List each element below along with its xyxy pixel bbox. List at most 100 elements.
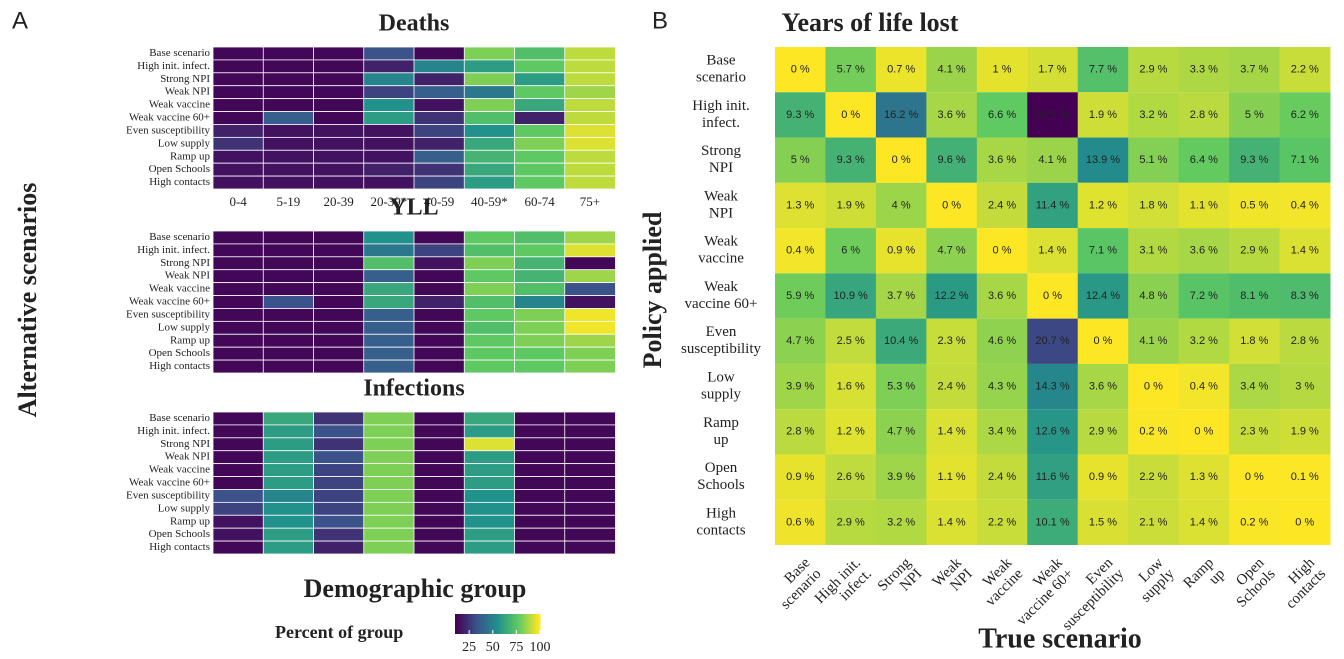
heat-cell <box>363 527 415 542</box>
y-tick-label: High contacts <box>149 360 210 372</box>
heat-cell <box>363 437 415 452</box>
heat-cell <box>313 256 365 271</box>
heat-cell <box>1027 228 1079 274</box>
heat-cell <box>514 463 566 477</box>
heat-cell <box>463 85 516 100</box>
heat-cell <box>1077 273 1129 319</box>
value-label: 2.2 % <box>988 516 1016 528</box>
value-label: 3.1 % <box>1139 245 1167 257</box>
heat-cell <box>413 437 466 452</box>
value-label: 5 % <box>1245 109 1264 121</box>
y-tick-label: supply <box>701 386 742 402</box>
value-label: 0.6 % <box>786 516 814 528</box>
heat-cell <box>262 46 315 61</box>
y-tick-label: Ramp up <box>170 334 211 346</box>
y-tick-label: Weak <box>704 279 738 295</box>
value-label: 0.4 % <box>1190 380 1218 392</box>
heat-cell <box>313 295 365 309</box>
heat-cell <box>212 256 265 271</box>
heat-cell <box>212 411 265 426</box>
y-tick-label: Weak NPI <box>165 270 211 282</box>
heat-cell <box>1027 47 1079 93</box>
heat-cell <box>212 230 265 245</box>
heat-cell <box>825 454 877 500</box>
heat-cell <box>463 59 516 74</box>
heat-cell <box>564 320 616 335</box>
heat-cell <box>463 282 516 296</box>
value-label: 12.4 % <box>1086 290 1120 302</box>
heat-cell <box>1077 318 1129 364</box>
heat-cell <box>262 424 315 439</box>
value-label: 1.3 % <box>1190 471 1218 483</box>
heat-cell <box>262 437 315 452</box>
y-tick-label: Strong NPI <box>160 257 210 269</box>
heat-cell <box>926 499 978 545</box>
heat-cell <box>262 59 315 74</box>
y-tick-label: Ramp up <box>170 150 211 162</box>
y-tick-label: Even <box>706 324 737 340</box>
value-label: 5.1 % <box>1139 154 1167 166</box>
value-label: 1.8 % <box>1139 199 1167 211</box>
heat-cell <box>313 46 365 61</box>
y-tick-label: Low supply <box>158 502 211 514</box>
y-tick-label: Strong NPI <box>160 438 210 450</box>
legend-tick-label: 25 <box>462 640 476 655</box>
value-label: 1.4 % <box>1291 245 1319 257</box>
heat-cell <box>413 98 466 112</box>
value-label: 6.4 % <box>1190 154 1218 166</box>
heat-cell <box>1128 273 1180 319</box>
heat-cell <box>262 476 315 490</box>
heat-cell <box>313 333 365 348</box>
y-tick-label: Weak <box>704 234 738 250</box>
value-label: 12.6 % <box>1035 426 1069 438</box>
heat-cell <box>413 489 466 503</box>
heat-cell <box>564 124 616 138</box>
heat-cell <box>463 72 516 87</box>
value-label: 8.1 % <box>1240 290 1268 302</box>
heat-cell <box>1027 92 1079 138</box>
y-tick-label: High init. infect. <box>137 244 210 256</box>
heat-cell <box>212 136 265 151</box>
heat-cell <box>262 243 315 258</box>
heat-cell <box>262 411 315 426</box>
heat-cell <box>926 318 978 364</box>
value-label: 1 % <box>993 64 1012 76</box>
heat-cell <box>564 282 616 296</box>
value-label: 12.2 % <box>934 290 968 302</box>
heat-cell <box>413 282 466 296</box>
heat-cell <box>514 46 566 61</box>
heat-cell <box>363 149 415 164</box>
value-label: 3.9 % <box>786 380 814 392</box>
y-tick-label: Ramp up <box>170 515 211 527</box>
heat-cell <box>363 111 415 125</box>
heat-cell <box>313 359 365 374</box>
heat-cell <box>564 463 616 477</box>
heat-cell <box>262 269 315 284</box>
value-label: 2.4 % <box>938 380 966 392</box>
heat-cell <box>514 308 566 322</box>
heat-cell <box>212 269 265 284</box>
y-tick-label: scenario <box>696 70 746 86</box>
y-tick-label: vaccine 60+ <box>684 296 757 312</box>
value-label: 0.1 % <box>1291 471 1319 483</box>
heat-cell <box>976 228 1028 274</box>
heat-cell <box>212 175 265 190</box>
value-label: 2.6 % <box>837 471 865 483</box>
value-label: 7.7 % <box>1089 64 1117 76</box>
heat-cell <box>262 175 315 190</box>
heat-cell <box>463 136 516 151</box>
value-label: 0 % <box>1245 471 1264 483</box>
value-label: 0 % <box>1093 335 1112 347</box>
heat-cell <box>514 230 566 245</box>
heat-cell <box>514 136 566 151</box>
heat-cell <box>564 269 616 284</box>
heat-cell <box>1229 182 1281 229</box>
value-label: 20.7 % <box>1035 335 1069 347</box>
heat-cell <box>514 333 566 348</box>
heat-cell <box>514 359 566 374</box>
heat-cell <box>775 363 826 410</box>
y-tick-label: Weak vaccine 60+ <box>129 296 210 308</box>
heat-cell <box>413 333 466 348</box>
heat-cell <box>413 59 466 74</box>
value-label: 0.9 % <box>786 471 814 483</box>
